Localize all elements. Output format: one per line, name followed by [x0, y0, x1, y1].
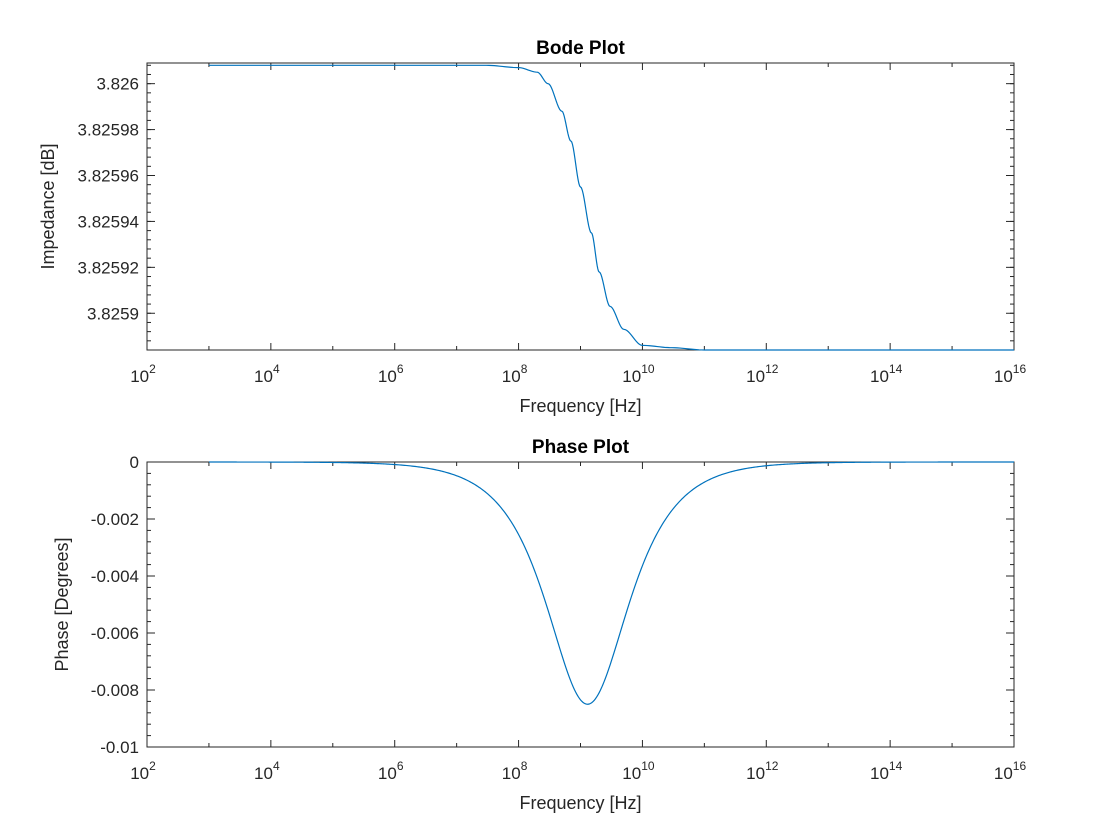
series-line	[208, 64, 1014, 351]
x-tick-label: 1012	[746, 362, 779, 386]
x-tick-label: 108	[502, 362, 528, 386]
x-tick-label: 102	[130, 759, 156, 783]
x-tick-label: 1014	[870, 759, 903, 783]
y-tick-label: 3.82598	[78, 121, 139, 140]
x-axis-label: Frequency [Hz]	[519, 793, 641, 813]
chart-title: Phase Plot	[532, 437, 630, 458]
y-tick-label: 0	[130, 453, 139, 472]
chart-title: Bode Plot	[536, 38, 625, 59]
y-tick-label: -0.008	[91, 681, 139, 700]
x-tick-label: 104	[254, 759, 280, 783]
x-tick-label: 106	[378, 759, 404, 783]
x-tick-label: 1016	[994, 759, 1027, 783]
x-tick-label: 104	[254, 362, 280, 386]
chart-panel-1: 102 104 106 108 1010 1012 1014 1016 0 -0.002 -0.00…	[52, 437, 1026, 813]
y-tick-label: 3.82594	[78, 212, 139, 231]
y-tick-label: 3.826	[96, 75, 139, 94]
x-tick-label: 1016	[994, 362, 1027, 386]
y-tick-label: 3.82592	[78, 258, 139, 277]
y-tick-label: 3.8259	[87, 304, 139, 323]
axes-frame	[146, 461, 1015, 748]
y-tick-label: 3.82596	[78, 167, 139, 186]
x-tick-label: 1014	[870, 362, 903, 386]
x-tick-label: 102	[130, 362, 156, 386]
x-tick-label: 106	[378, 362, 404, 386]
y-tick-label: -0.004	[91, 567, 139, 586]
axes-frame	[146, 62, 1015, 351]
y-axis-label: Phase [Degrees]	[52, 537, 72, 671]
chart-panel-0: 102 104 106 108 1010 1012 1014 1016 3.826 3.82598…	[38, 38, 1026, 416]
x-axis-label: Frequency [Hz]	[519, 396, 641, 416]
x-tick-label: 1010	[622, 759, 655, 783]
x-tick-label: 108	[502, 759, 528, 783]
y-tick-label: -0.006	[91, 624, 139, 643]
y-axis-label: Impedance [dB]	[38, 143, 58, 269]
series-line	[208, 461, 1014, 705]
x-tick-label: 1010	[622, 362, 655, 386]
y-tick-label: -0.002	[91, 510, 139, 529]
y-tick-label: -0.01	[100, 738, 139, 757]
x-tick-label: 1012	[746, 759, 779, 783]
